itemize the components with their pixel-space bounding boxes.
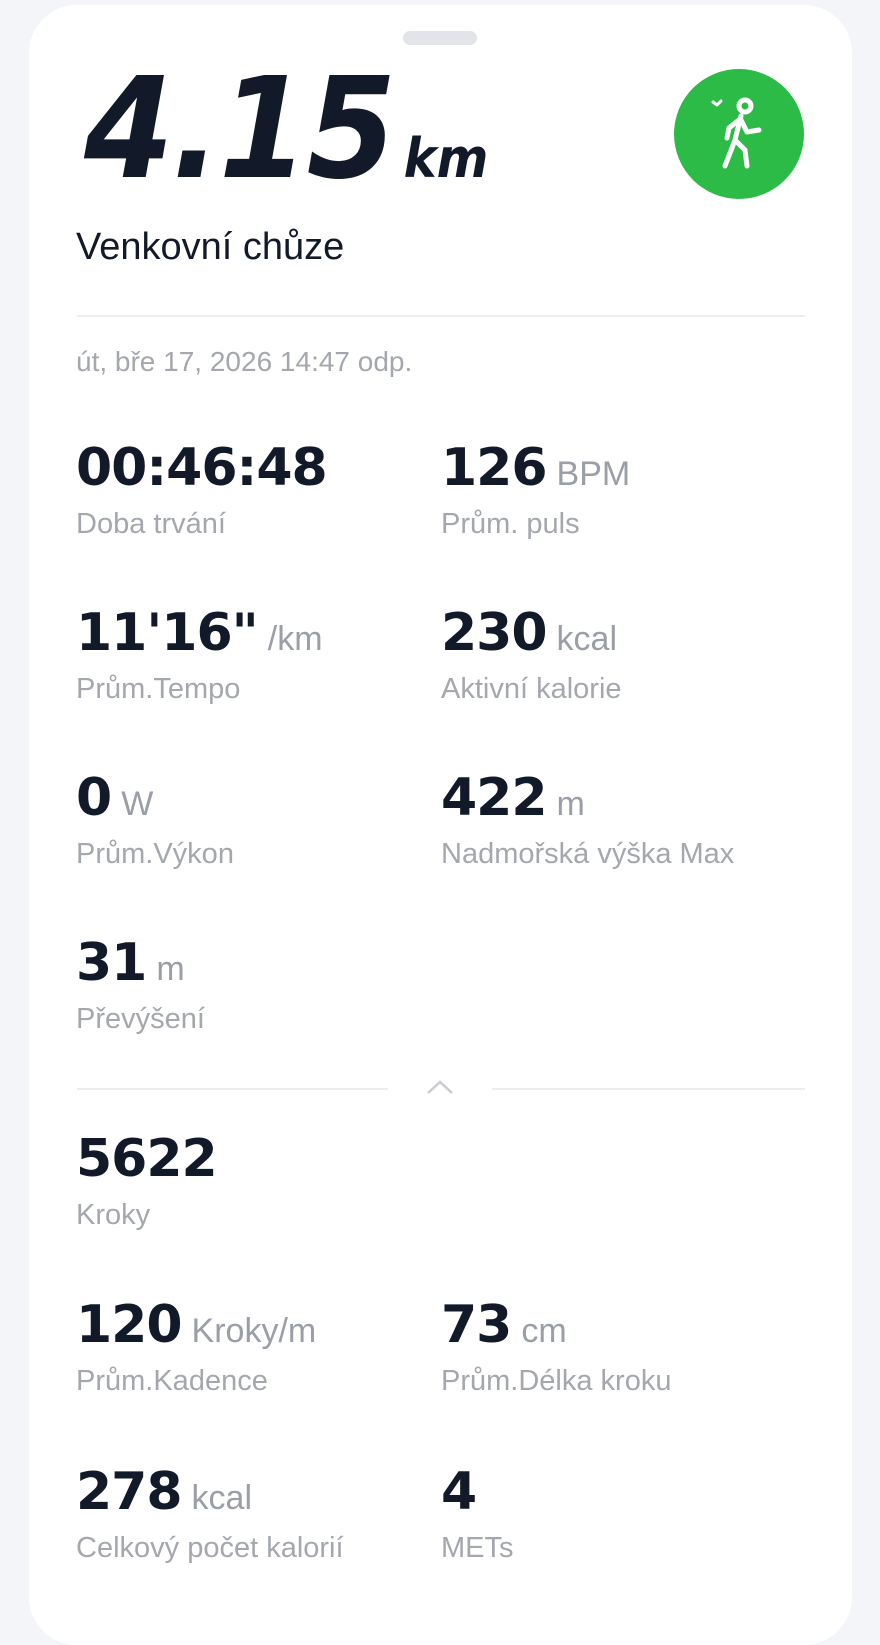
- stat-unit: kcal: [191, 1479, 253, 1517]
- stat-value: 4: [441, 1462, 477, 1522]
- stat-label: METs: [441, 1532, 514, 1564]
- divider-right: [492, 1088, 805, 1090]
- stat-unit: cm: [521, 1312, 567, 1350]
- stat-active-calories: 230 kcal Aktivní kalorie: [441, 603, 622, 706]
- stat-unit: m: [156, 950, 185, 988]
- distance: 4.15 km: [84, 60, 488, 200]
- stat-elevation-gain: 31 m Převýšení: [76, 933, 205, 1036]
- stat-value: 00:46:48: [76, 438, 328, 498]
- stat-cadence: 120 Kroky/m Prům.Kadence: [76, 1295, 316, 1398]
- stat-value: 126: [441, 438, 548, 498]
- chevron-up-icon[interactable]: [426, 1078, 454, 1096]
- stat-total-calories: 278 kcal Celkový počet kalorií: [76, 1462, 344, 1565]
- stat-value: 73: [441, 1295, 512, 1355]
- stat-value: 422: [441, 768, 548, 828]
- stat-heart-rate: 126 BPM Prům. puls: [441, 438, 630, 541]
- stat-label: Prům.Kadence: [76, 1365, 268, 1397]
- stat-max-altitude: 422 m Nadmořská výška Max: [441, 768, 734, 871]
- stat-power: 0 W Prům.Výkon: [76, 768, 234, 871]
- stat-unit: kcal: [556, 620, 618, 658]
- drag-handle[interactable]: [403, 31, 477, 45]
- stat-label: Nadmořská výška Max: [441, 838, 735, 870]
- stat-mets: 4 METs: [441, 1462, 514, 1565]
- stat-unit: BPM: [556, 455, 631, 493]
- stat-steps: 5622 Kroky: [76, 1129, 227, 1232]
- stat-value: 31: [76, 933, 147, 993]
- workout-card: [29, 5, 852, 1645]
- stat-unit: m: [556, 785, 585, 823]
- stat-label: Doba trvání: [76, 508, 226, 540]
- stat-label: Celkový počet kalorií: [76, 1532, 344, 1564]
- stat-label: Prům.Tempo: [76, 673, 241, 705]
- stat-unit: W: [121, 785, 154, 823]
- stat-label: Prům.Výkon: [76, 838, 234, 870]
- stat-pace: 11'16"/km Prům.Tempo: [76, 603, 323, 706]
- stat-label: Kroky: [76, 1199, 151, 1231]
- stat-value: 278: [76, 1462, 183, 1522]
- activity-title: Venkovní chůze: [76, 226, 345, 268]
- stat-stride-length: 73 cm Prům.Délka kroku: [441, 1295, 671, 1398]
- stat-value: 11'16": [76, 603, 259, 663]
- activity-badge: [674, 69, 804, 199]
- walking-person-icon: [711, 97, 762, 169]
- stat-value: 230: [441, 603, 548, 663]
- stat-label: Prům.Délka kroku: [441, 1365, 672, 1397]
- workout-date: út, bře 17, 2026 14:47 odp.: [76, 346, 413, 377]
- stat-label: Aktivní kalorie: [441, 673, 622, 705]
- stat-duration: 00:46:48 Doba trvání: [76, 438, 337, 541]
- stat-unit: Kroky/m: [191, 1312, 317, 1350]
- distance-unit: km: [403, 127, 489, 190]
- stat-label: Převýšení: [76, 1003, 205, 1035]
- stat-value: 0: [76, 768, 112, 828]
- stat-value: 120: [76, 1295, 183, 1355]
- divider: [77, 315, 805, 317]
- distance-value: 4.15: [84, 48, 396, 211]
- divider-left: [77, 1088, 388, 1090]
- stat-label: Prům. puls: [441, 508, 580, 540]
- stat-value: 5622: [76, 1129, 218, 1189]
- stat-unit: /km: [267, 620, 323, 658]
